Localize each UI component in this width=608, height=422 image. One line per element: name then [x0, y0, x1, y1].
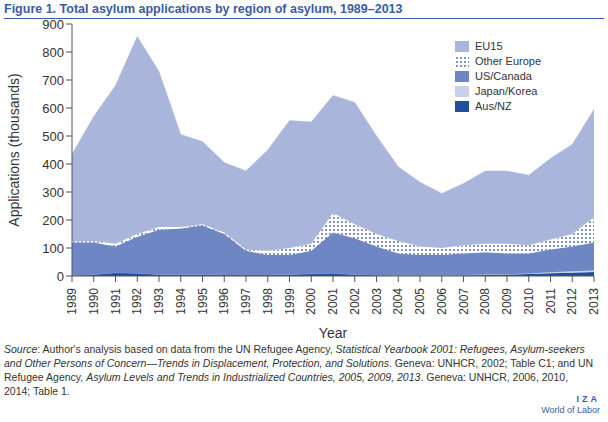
svg-text:2011: 2011	[544, 288, 558, 314]
svg-text:1992: 1992	[130, 288, 144, 315]
svg-text:900: 900	[42, 17, 64, 32]
svg-text:700: 700	[42, 73, 64, 88]
svg-text:2004: 2004	[391, 288, 405, 315]
html-text:Source: Author's analysis base: Source: Author's analysis based on data …	[4, 343, 594, 397]
html-text:World of Labor: World of Labor	[541, 405, 600, 415]
svg-text:2006: 2006	[435, 288, 449, 315]
svg-text:2000: 2000	[304, 288, 318, 315]
svg-text:2007: 2007	[457, 288, 471, 315]
html-text:EU15: EU15	[475, 40, 503, 52]
svg-text:2001: 2001	[326, 288, 340, 315]
svg-text:1993: 1993	[152, 288, 166, 315]
svg-text:1995: 1995	[196, 288, 210, 315]
html-text:Japan/Korea: Japan/Korea	[475, 85, 538, 97]
svg-text:2008: 2008	[478, 288, 492, 315]
svg-text:2013: 2013	[587, 288, 600, 315]
svg-text:1991: 1991	[109, 288, 123, 315]
svg-text:0: 0	[57, 269, 64, 284]
html-text:US/Canada: US/Canada	[475, 70, 532, 82]
svg-text:1990: 1990	[87, 288, 101, 315]
svg-text:1994: 1994	[174, 288, 188, 315]
svg-text:600: 600	[42, 101, 64, 116]
svg-text:1989: 1989	[65, 288, 79, 315]
svg-text:2012: 2012	[565, 288, 579, 315]
svg-text:1999: 1999	[283, 288, 297, 315]
svg-text:300: 300	[42, 185, 64, 200]
svg-text:2003: 2003	[370, 288, 384, 315]
svg-text:1997: 1997	[239, 288, 253, 315]
svg-text:2009: 2009	[500, 288, 514, 315]
svg-text:Applications (thousands): Applications (thousands)	[8, 73, 22, 226]
svg-text:1998: 1998	[261, 288, 275, 315]
svg-text:200: 200	[42, 213, 64, 228]
svg-text:2010: 2010	[522, 288, 536, 315]
svg-text:2005: 2005	[413, 288, 427, 315]
svg-text:500: 500	[42, 129, 64, 144]
html-text:Aus/NZ: Aus/NZ	[475, 100, 512, 112]
html-text:IZA: IZA	[576, 394, 600, 404]
html-text:Other Europe: Other Europe	[475, 55, 541, 67]
svg-text:100: 100	[42, 241, 64, 256]
svg-text:1996: 1996	[217, 288, 231, 315]
svg-text:Year: Year	[319, 325, 348, 341]
svg-text:2002: 2002	[348, 288, 362, 315]
svg-text:800: 800	[42, 45, 64, 60]
html-text:Figure 1. Total asylum applica: Figure 1. Total asylum applications by r…	[4, 2, 403, 16]
svg-text:400: 400	[42, 157, 64, 172]
